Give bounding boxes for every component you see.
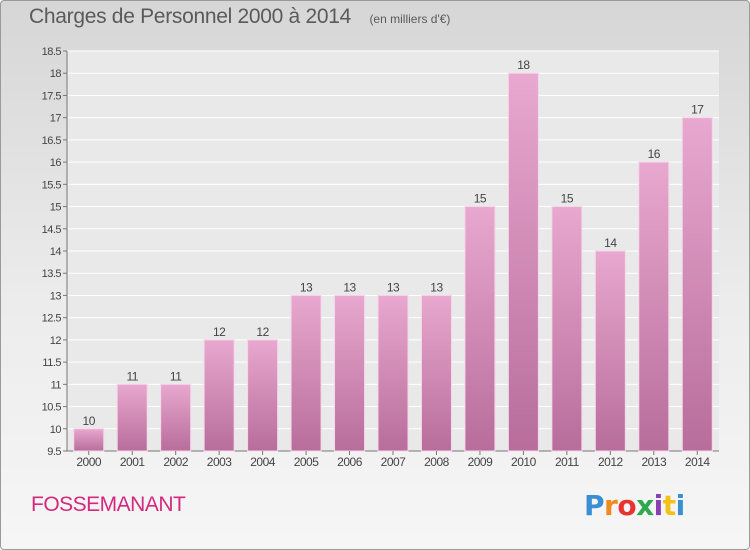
y-tick-label: 16 bbox=[50, 157, 62, 169]
x-tick-label: 2011 bbox=[555, 455, 580, 469]
y-tick-label: 17.5 bbox=[42, 90, 62, 102]
x-tick-label: 2012 bbox=[598, 455, 624, 469]
y-tick-label: 10 bbox=[50, 424, 62, 436]
chart-title: Charges de Personnel 2000 à 2014 bbox=[29, 5, 351, 28]
data-label: 12 bbox=[256, 325, 269, 339]
x-tick-label: 2005 bbox=[294, 455, 320, 469]
x-tick-label: 2003 bbox=[207, 455, 233, 469]
data-label: 18 bbox=[517, 58, 530, 72]
data-label: 13 bbox=[343, 280, 356, 294]
x-tick-label: 2008 bbox=[424, 455, 450, 469]
title-row: Charges de Personnel 2000 à 2014 (en mil… bbox=[29, 5, 450, 29]
bar-2014 bbox=[681, 117, 713, 452]
y-tick-label: 14 bbox=[50, 246, 62, 258]
y-tick-label: 16.5 bbox=[42, 135, 62, 147]
y-tick-label: 11.5 bbox=[42, 357, 61, 369]
bar-2012 bbox=[594, 250, 626, 452]
x-tick-label: 2001 bbox=[120, 455, 146, 469]
y-tick-label: 17 bbox=[50, 113, 62, 125]
data-label: 15 bbox=[474, 192, 487, 206]
data-label: 12 bbox=[213, 325, 226, 339]
data-label: 13 bbox=[300, 280, 313, 294]
brand-letter: t bbox=[662, 489, 676, 522]
bar-2007 bbox=[377, 294, 409, 452]
brand-letter: x bbox=[636, 489, 654, 522]
x-tick-label: 2009 bbox=[468, 455, 494, 469]
bar-2000 bbox=[73, 428, 105, 452]
x-tick-label: 2007 bbox=[381, 455, 407, 469]
data-label: 11 bbox=[170, 369, 182, 383]
y-tick-label: 12 bbox=[50, 335, 62, 347]
x-tick-label: 2004 bbox=[250, 455, 276, 469]
data-label: 13 bbox=[387, 280, 400, 294]
x-tick-label: 2014 bbox=[685, 455, 711, 469]
y-tick-label: 18.5 bbox=[42, 46, 62, 58]
brand-letter: r bbox=[604, 489, 618, 522]
brand-letter: P bbox=[584, 489, 605, 522]
brand-letter: i bbox=[675, 489, 686, 522]
x-tick-label: 2010 bbox=[511, 455, 537, 469]
x-tick-label: 2006 bbox=[337, 455, 363, 469]
bar-2008 bbox=[420, 294, 452, 452]
y-tick-label: 14.5 bbox=[42, 224, 62, 236]
bar-2003 bbox=[203, 339, 235, 452]
x-tick-label: 2002 bbox=[163, 455, 189, 469]
bar-2005 bbox=[290, 294, 322, 452]
bar-2006 bbox=[334, 294, 366, 452]
bar-2004 bbox=[247, 339, 279, 452]
y-tick-label: 18 bbox=[50, 68, 62, 80]
brand-letter: o bbox=[617, 489, 637, 522]
bar-2013 bbox=[638, 161, 670, 452]
y-tick-label: 15.5 bbox=[42, 179, 62, 191]
data-label: 16 bbox=[648, 147, 661, 161]
x-tick-label: 2000 bbox=[76, 455, 102, 469]
y-tick-label: 10.5 bbox=[42, 402, 62, 414]
data-label: 15 bbox=[561, 192, 574, 206]
x-tick-label: 2013 bbox=[641, 455, 667, 469]
y-tick-label: 13.5 bbox=[42, 268, 62, 280]
bar-2009 bbox=[464, 206, 496, 452]
bar-2011 bbox=[551, 206, 583, 452]
data-label: 17 bbox=[691, 103, 704, 117]
data-label: 13 bbox=[430, 280, 443, 294]
y-tick-label: 15 bbox=[50, 202, 62, 214]
bar-2001 bbox=[116, 383, 148, 452]
bar-2002 bbox=[160, 383, 192, 452]
data-label: 10 bbox=[83, 414, 96, 428]
data-label: 11 bbox=[126, 369, 138, 383]
y-tick-label: 12.5 bbox=[42, 313, 62, 325]
y-tick-label: 11 bbox=[51, 379, 62, 391]
place-name: FOSSEMANANT bbox=[31, 493, 186, 516]
bar-2010 bbox=[507, 72, 539, 452]
brand-logo: Proxiti bbox=[584, 489, 685, 522]
y-tick-label: 13 bbox=[50, 290, 62, 302]
chart-subtitle: (en milliers d'€) bbox=[369, 12, 451, 26]
brand-letter: i bbox=[653, 489, 664, 522]
y-tick-label: 9.5 bbox=[47, 446, 61, 458]
data-label: 14 bbox=[604, 236, 617, 250]
